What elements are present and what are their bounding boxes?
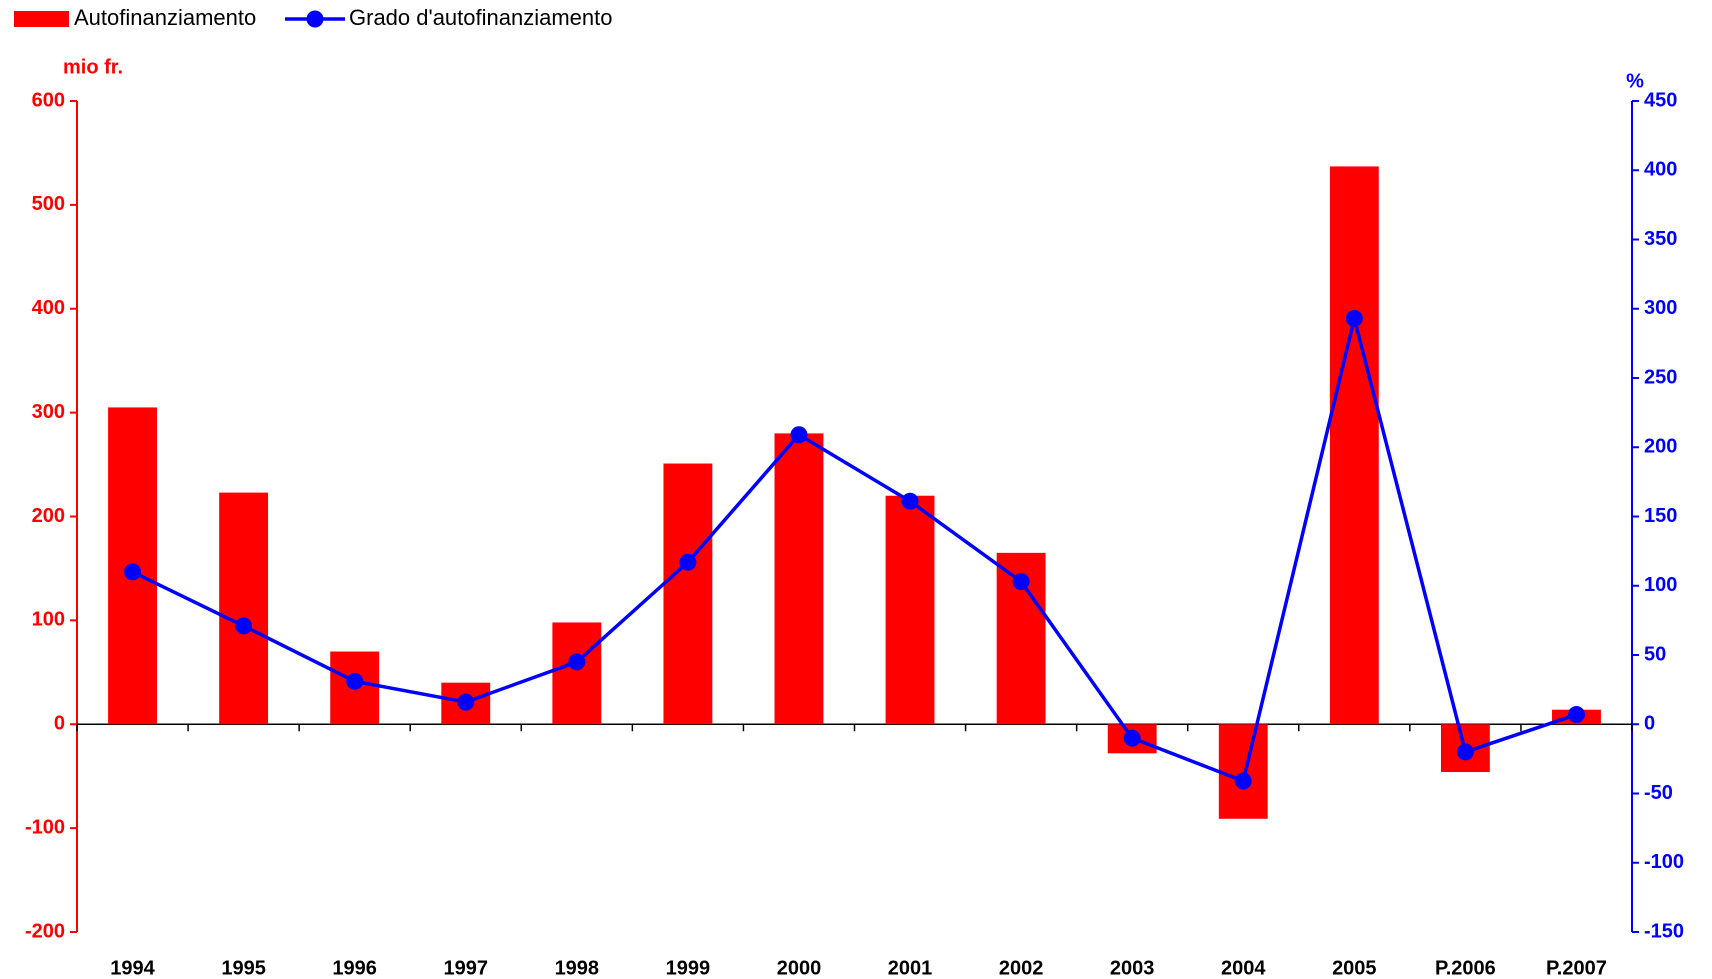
x-tick-label: 1994 <box>110 957 155 979</box>
x-tick-label: P.2007 <box>1546 957 1607 979</box>
line-point <box>124 563 142 581</box>
y2-axis-title: % <box>1626 70 1644 92</box>
y2-tick-label: -50 <box>1644 782 1673 804</box>
y2-tick-label: 300 <box>1644 297 1677 319</box>
y-tick-label: 200 <box>32 505 65 527</box>
y2-tick-label: -150 <box>1644 920 1684 942</box>
bar <box>885 495 935 725</box>
line-point <box>457 693 475 711</box>
legend-swatch <box>14 11 69 27</box>
y-tick-label: 0 <box>54 713 65 735</box>
y2-tick-label: 50 <box>1644 643 1666 665</box>
x-tick-label: 1995 <box>221 957 266 979</box>
y2-tick-label: 250 <box>1644 366 1677 388</box>
x-tick-label: 2000 <box>777 957 822 979</box>
y-tick-label: 400 <box>32 297 65 319</box>
y-tick-label: 100 <box>32 609 65 631</box>
y-tick-label: 500 <box>32 193 65 215</box>
bar <box>219 492 269 725</box>
bar <box>552 622 602 725</box>
x-tick-label: 1999 <box>666 957 711 979</box>
line-point <box>679 553 697 571</box>
line-point <box>790 426 808 444</box>
x-tick-label: 2003 <box>1110 957 1155 979</box>
bar <box>774 433 824 725</box>
y-tick-label: -200 <box>25 920 65 942</box>
line-point <box>346 672 364 690</box>
y2-tick-label: 100 <box>1644 574 1677 596</box>
legend-marker <box>306 10 324 28</box>
line-point <box>1012 573 1030 591</box>
line-point <box>568 653 586 671</box>
line-point <box>1456 743 1474 761</box>
line-point <box>901 492 919 510</box>
y2-tick-label: 200 <box>1644 436 1677 458</box>
y-tick-label: 600 <box>32 89 65 111</box>
x-tick-label: 2004 <box>1221 957 1266 979</box>
x-tick-label: 2005 <box>1332 957 1377 979</box>
y-axis-title: mio fr. <box>63 56 123 78</box>
y2-tick-label: 150 <box>1644 505 1677 527</box>
y-tick-label: -100 <box>25 816 65 838</box>
bar <box>1329 166 1379 725</box>
line-point <box>1123 729 1141 747</box>
x-tick-label: 1998 <box>555 957 600 979</box>
x-tick-label: 1996 <box>332 957 377 979</box>
y2-tick-label: 0 <box>1644 713 1655 735</box>
x-tick-label: P.2006 <box>1435 957 1496 979</box>
y2-tick-label: 450 <box>1644 89 1677 111</box>
y-tick-label: 300 <box>32 401 65 423</box>
x-tick-label: 2001 <box>888 957 933 979</box>
line-point <box>1345 309 1363 327</box>
x-tick-label: 2002 <box>999 957 1044 979</box>
line-point <box>1234 772 1252 790</box>
legend-label: Grado d'autofinanziamento <box>349 5 612 30</box>
line <box>131 318 1578 784</box>
legend-label: Autofinanziamento <box>74 5 256 30</box>
bar <box>1218 724 1268 819</box>
line-point <box>235 617 253 635</box>
y2-tick-label: -100 <box>1644 851 1684 873</box>
bar <box>663 463 713 725</box>
y2-tick-label: 350 <box>1644 228 1677 250</box>
x-tick-label: 1997 <box>444 957 489 979</box>
line-point <box>1567 706 1585 724</box>
y2-tick-label: 400 <box>1644 159 1677 181</box>
